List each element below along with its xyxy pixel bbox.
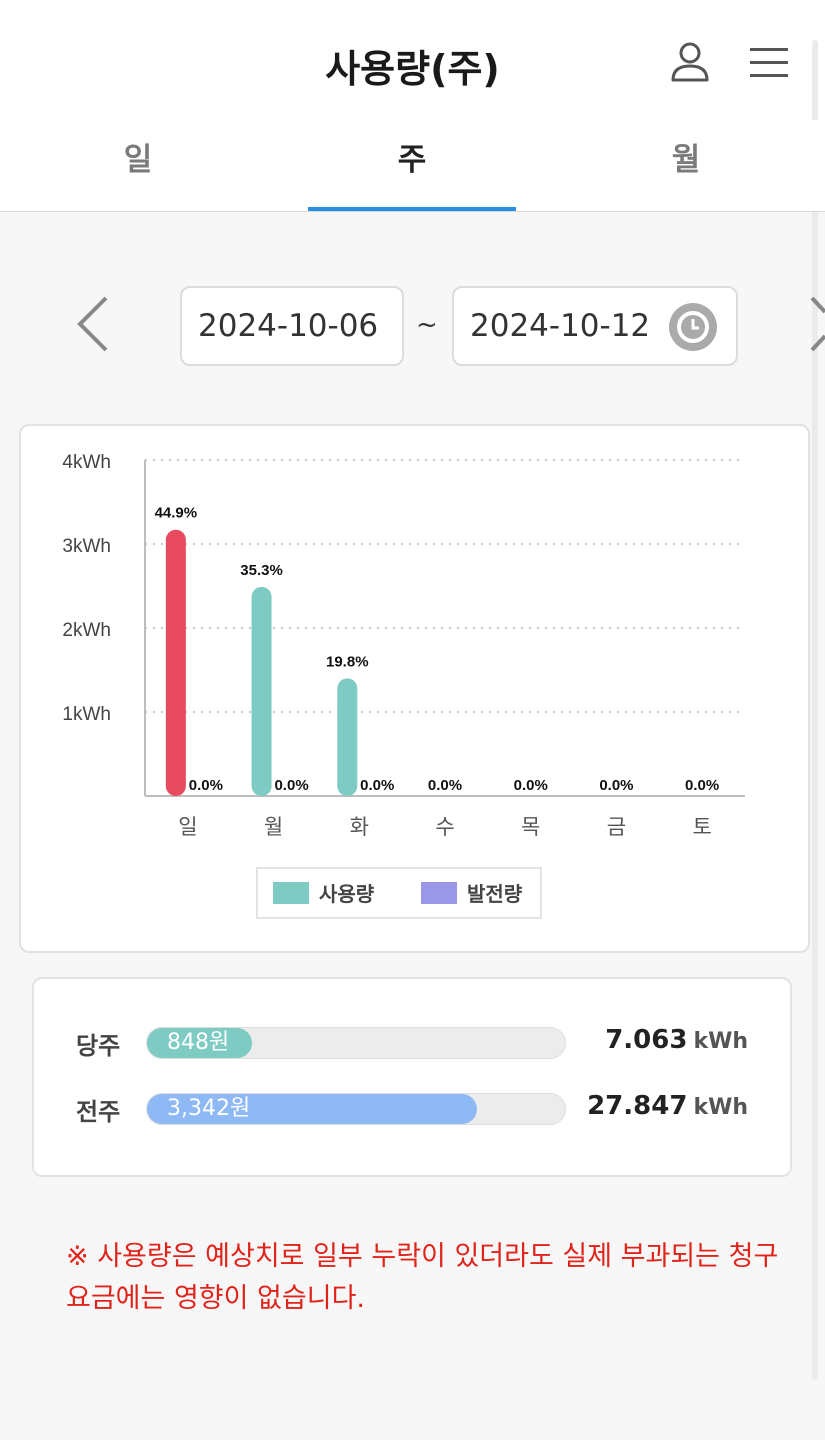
summary-row-label: 전주 xyxy=(76,1098,121,1126)
legend-label-usage: 사용량 xyxy=(319,882,375,906)
period-tabs: 일 주 월 xyxy=(0,120,825,212)
notice-text: ※ 사용량은 예상치로 일부 누락이 있더라도 실제 부과되는 청구요금에는 영… xyxy=(66,1241,779,1314)
x-tick-label: 화 xyxy=(350,815,369,839)
usage-chart-card: 1kWh 2kWh 3kWh 4kWh 44.9% 0.0% 일 35.3% 0.0% 월 19.8… xyxy=(19,424,810,953)
tab-week[interactable]: 주 xyxy=(397,142,427,178)
summary-progress-track: 848원 xyxy=(146,1027,566,1059)
legend-label-generation: 발전량 xyxy=(467,882,523,906)
data-label-usage: 0.0% xyxy=(685,777,719,794)
summary-row-label: 당주 xyxy=(76,1032,121,1060)
x-tick-label: 금 xyxy=(607,815,626,839)
summary-kwh-value: 27.847 kWh xyxy=(574,1091,748,1121)
data-label-usage: 0.0% xyxy=(428,777,462,794)
bar-usage xyxy=(337,678,358,796)
tab-month[interactable]: 월 xyxy=(671,142,701,178)
end-date-value: 2024-10-12 xyxy=(470,308,651,344)
menu-icon[interactable] xyxy=(748,40,792,84)
date-separator: ~ xyxy=(416,310,438,340)
data-label-usage: 0.0% xyxy=(514,777,548,794)
data-label-generation: 0.0% xyxy=(274,777,308,794)
summary-kwh-value: 7.063 kWh xyxy=(574,1025,748,1055)
x-tick-label: 목 xyxy=(521,815,540,839)
x-tick-label: 월 xyxy=(264,815,283,839)
kwh-unit: kWh xyxy=(693,1029,748,1054)
start-date-value: 2024-10-06 xyxy=(198,308,379,344)
tab-day[interactable]: 일 xyxy=(123,142,153,178)
end-date-field[interactable]: 2024-10-12 xyxy=(452,286,738,366)
scrollbar[interactable] xyxy=(812,40,818,1380)
kwh-unit: kWh xyxy=(693,1095,748,1120)
summary-progress-fill: 848원 xyxy=(147,1028,252,1058)
legend-swatch-generation xyxy=(421,882,457,904)
bar-usage xyxy=(251,586,272,796)
data-label-usage: 19.8% xyxy=(326,653,369,670)
x-tick-label: 토 xyxy=(692,815,711,839)
data-label-usage: 0.0% xyxy=(599,777,633,794)
summary-progress-track: 3,342원 xyxy=(146,1093,566,1125)
y-tick-label: 1kWh xyxy=(62,704,111,725)
bar-usage xyxy=(165,529,186,796)
header: 사용량(주) xyxy=(0,0,825,120)
summary-card: 당주 848원 7.063 kWh 전주 3,342원 27.847 kWh xyxy=(32,977,792,1177)
x-tick-label: 일 xyxy=(178,815,197,839)
summary-progress-fill: 3,342원 xyxy=(147,1094,477,1124)
data-label-generation: 0.0% xyxy=(360,777,394,794)
x-tick-label: 수 xyxy=(435,815,454,839)
next-week-button[interactable] xyxy=(806,292,825,356)
y-tick-label: 3kWh xyxy=(62,536,111,557)
y-tick-label: 4kWh xyxy=(62,452,111,473)
clock-icon[interactable] xyxy=(668,302,718,352)
page-title: 사용량(주) xyxy=(325,47,500,91)
start-date-field[interactable]: 2024-10-06 xyxy=(180,286,404,366)
data-label-generation: 0.0% xyxy=(189,777,223,794)
active-tab-indicator xyxy=(308,207,516,211)
y-tick-label: 2kWh xyxy=(62,620,111,641)
usage-bar-chart: 1kWh 2kWh 3kWh 4kWh 44.9% 0.0% 일 35.3% 0.0% 월 19.8… xyxy=(62,452,745,919)
user-icon[interactable] xyxy=(668,40,712,84)
legend-swatch-usage xyxy=(273,882,309,904)
prev-week-button[interactable] xyxy=(72,292,116,356)
kwh-number: 7.063 xyxy=(605,1025,688,1055)
kwh-number: 27.847 xyxy=(587,1091,688,1121)
data-label-usage: 35.3% xyxy=(240,562,283,579)
data-label-usage: 44.9% xyxy=(155,505,198,522)
